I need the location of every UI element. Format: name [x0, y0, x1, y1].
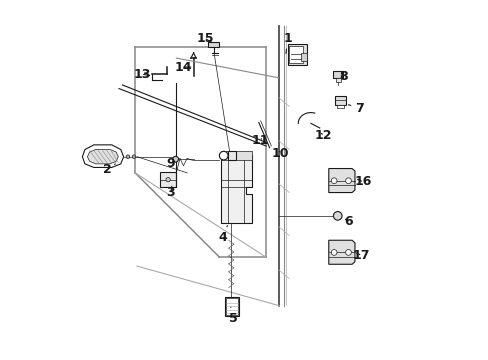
Text: 6: 6 — [344, 215, 352, 228]
Text: 12: 12 — [314, 129, 331, 142]
Text: 15: 15 — [196, 32, 213, 45]
Polygon shape — [328, 240, 354, 264]
Circle shape — [345, 249, 351, 255]
Bar — [225, 298, 238, 315]
Text: 8: 8 — [338, 69, 346, 82]
Bar — [224, 297, 239, 316]
Circle shape — [345, 178, 351, 184]
Polygon shape — [328, 168, 354, 193]
Bar — [333, 71, 343, 78]
Polygon shape — [82, 145, 123, 167]
Circle shape — [172, 156, 178, 162]
Circle shape — [126, 155, 129, 158]
Text: 7: 7 — [348, 102, 363, 115]
Circle shape — [132, 155, 136, 158]
Circle shape — [330, 178, 336, 184]
Bar — [221, 151, 251, 160]
Bar — [301, 53, 306, 61]
Circle shape — [165, 177, 170, 182]
Bar — [336, 105, 344, 108]
Text: 10: 10 — [271, 147, 288, 159]
Bar — [160, 172, 176, 187]
Text: 1: 1 — [283, 32, 291, 54]
Bar — [334, 96, 346, 105]
Text: 3: 3 — [166, 186, 175, 199]
Bar — [287, 44, 306, 65]
Polygon shape — [221, 155, 251, 223]
Bar — [335, 78, 341, 82]
Text: 11: 11 — [251, 134, 269, 147]
Text: 4: 4 — [218, 226, 227, 244]
Circle shape — [219, 151, 227, 160]
Polygon shape — [207, 42, 219, 47]
Text: 2: 2 — [103, 163, 115, 176]
Text: 17: 17 — [351, 249, 369, 262]
Text: 5: 5 — [228, 307, 237, 325]
Polygon shape — [87, 149, 118, 164]
Text: 9: 9 — [166, 157, 175, 170]
Text: 13: 13 — [133, 68, 151, 81]
Circle shape — [333, 212, 341, 220]
Circle shape — [330, 249, 336, 255]
Text: 16: 16 — [353, 175, 371, 188]
Text: 14: 14 — [174, 60, 192, 73]
Bar — [289, 46, 303, 63]
Bar — [228, 151, 236, 160]
